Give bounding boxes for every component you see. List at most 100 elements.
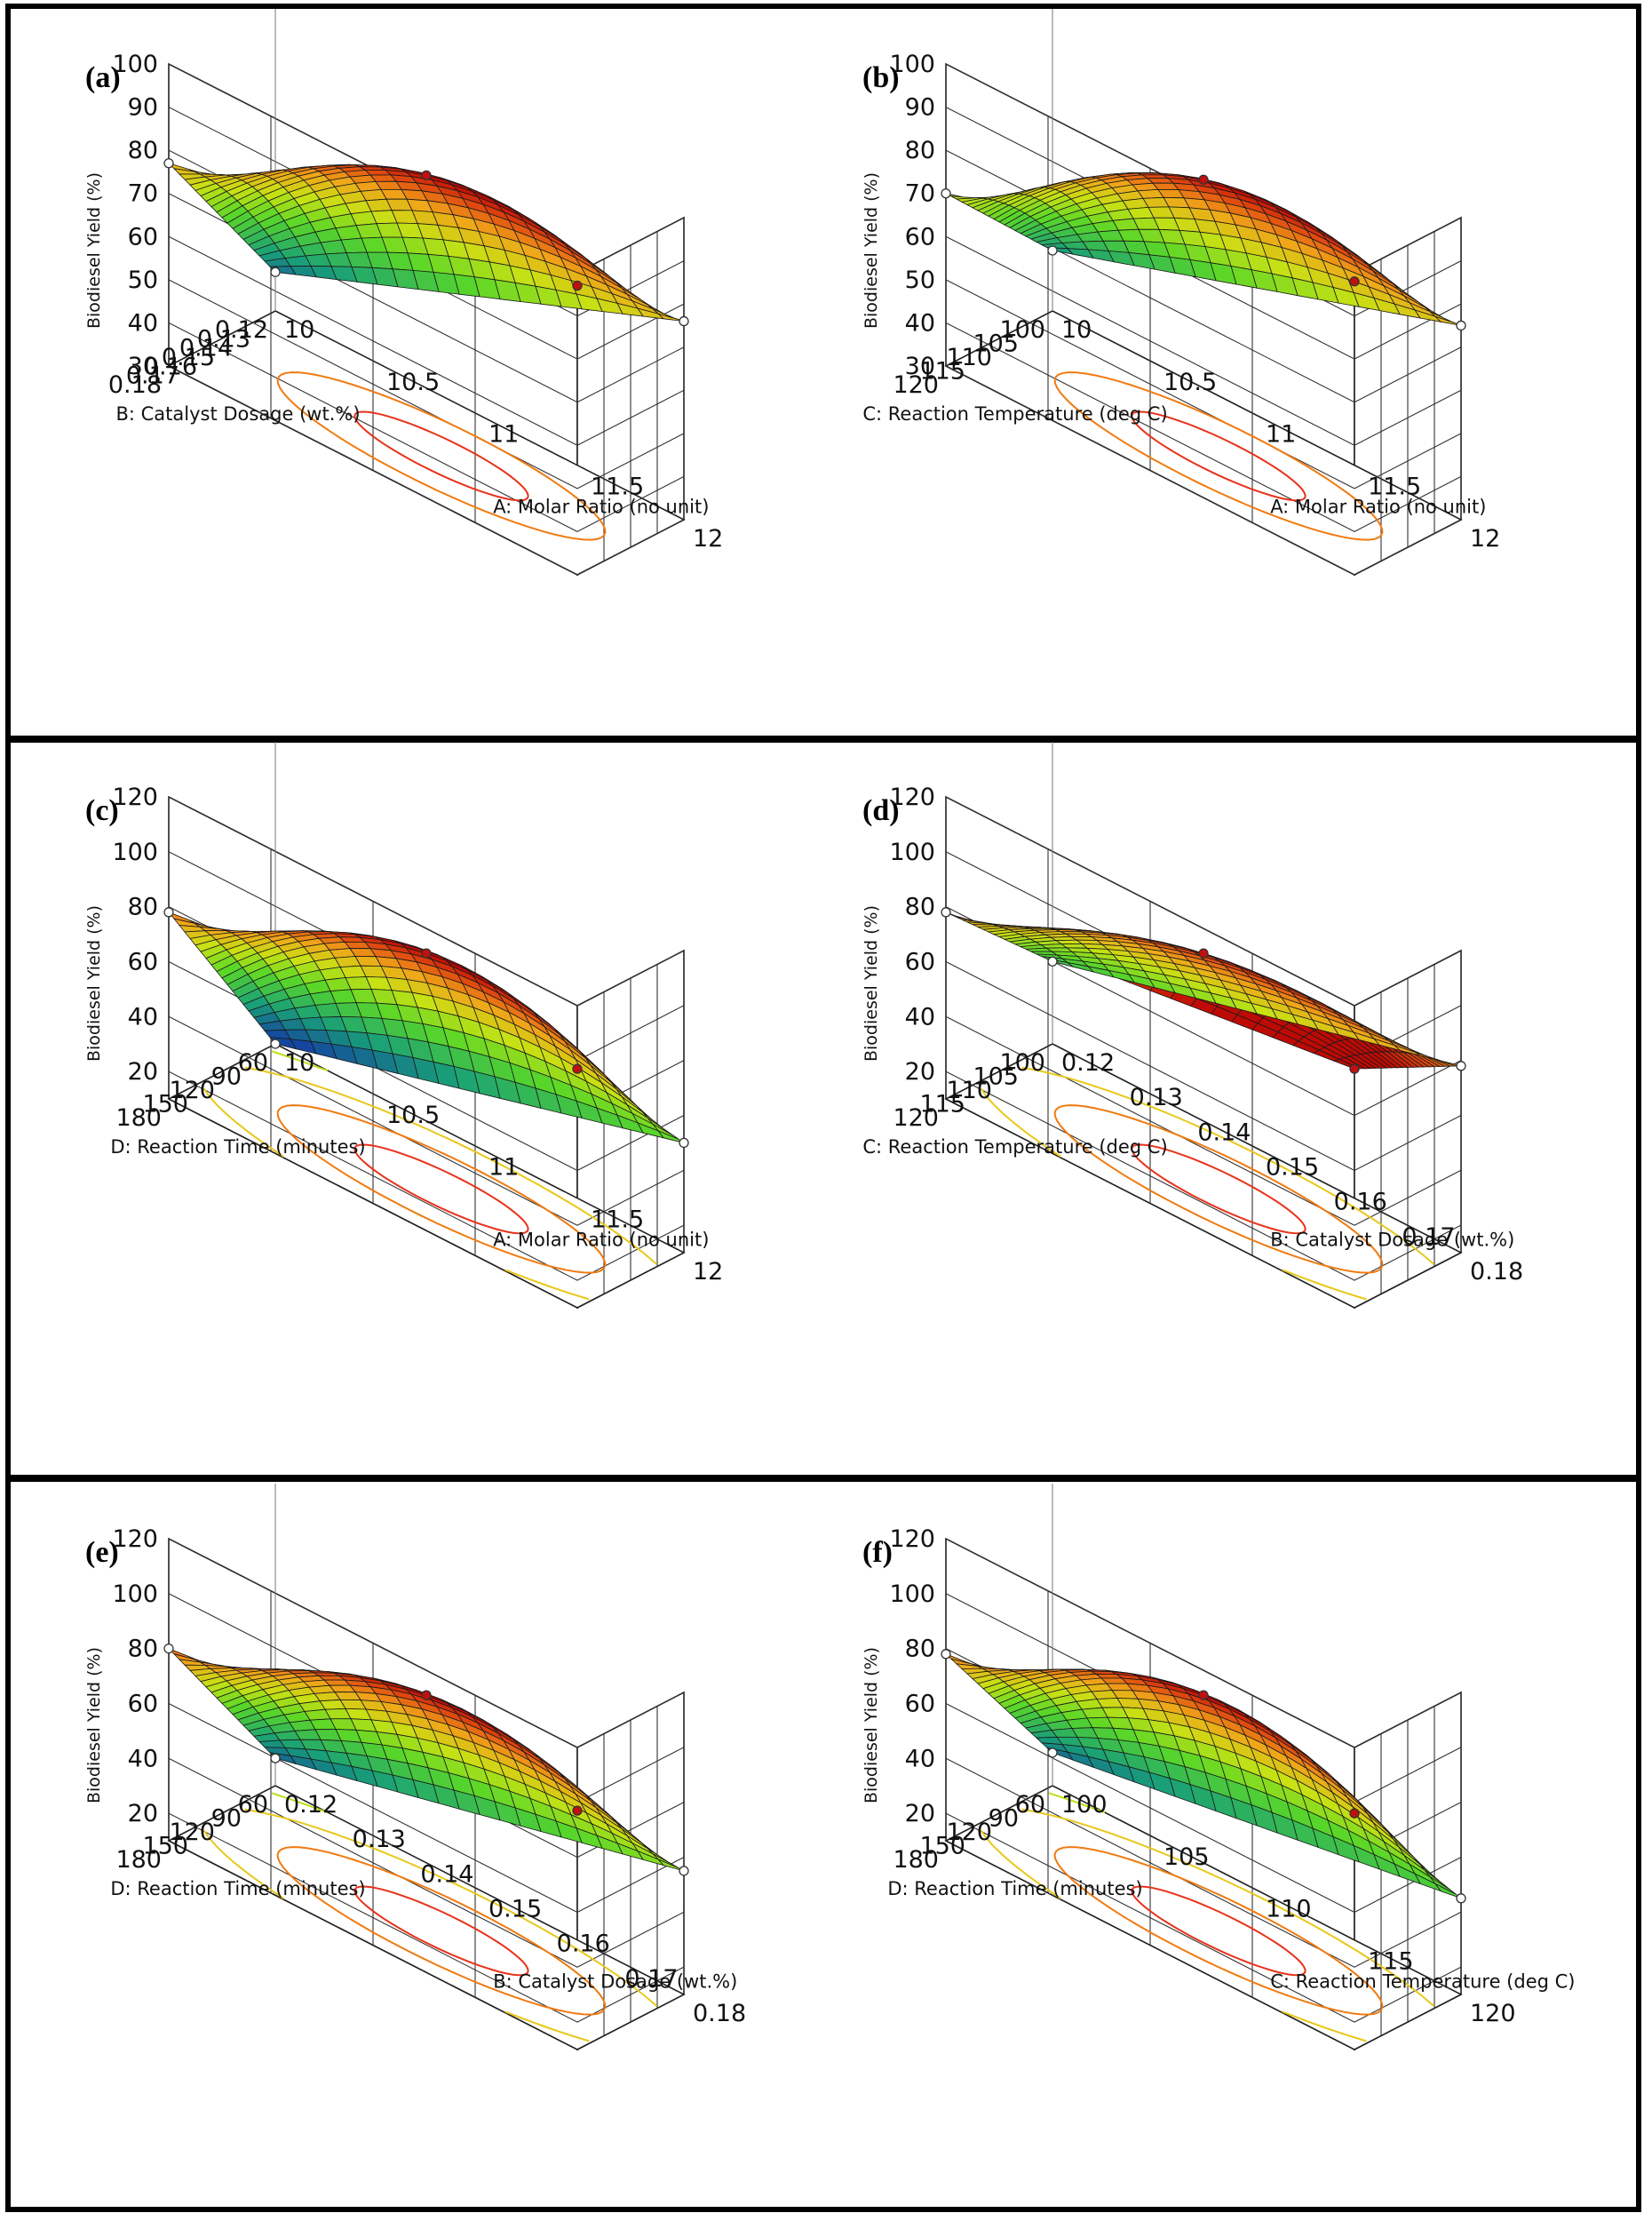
x-tick-label: 0.13 xyxy=(1130,1084,1183,1111)
floor-contour xyxy=(353,410,529,502)
design-point-marker xyxy=(163,907,174,918)
design-point-marker xyxy=(572,1063,583,1074)
floor-contour xyxy=(203,1087,284,1158)
x-tick-label: 10.5 xyxy=(386,369,440,396)
y-tick-label: 180 xyxy=(115,1846,162,1874)
z-axis-label: Biodiesel Yield (%) xyxy=(862,905,881,1062)
x-tick-label: 0.17 xyxy=(1402,1223,1455,1251)
floor-plane xyxy=(944,1785,1463,2050)
x-axis-label: A: Molar Ratio (no unit) xyxy=(493,497,709,518)
wall-gridline xyxy=(945,365,1462,576)
z-axis-label: Biodiesel Yield (%) xyxy=(862,1647,881,1803)
z-axis-label: Biodiesel Yield (%) xyxy=(84,172,104,329)
x-tick-label: 11 xyxy=(488,1154,519,1182)
x-tick-label: 10 xyxy=(1061,316,1092,344)
floor-contour xyxy=(1053,371,1384,541)
z-tick-label: 100 xyxy=(112,51,158,78)
surface-mesh xyxy=(945,911,1462,1070)
design-point-marker xyxy=(1349,1063,1360,1074)
wall-gridline xyxy=(168,796,685,1007)
floor-contour xyxy=(504,2010,590,2042)
center-point-marker xyxy=(421,948,432,959)
design-point-marker xyxy=(163,158,174,169)
x-tick-label: 115 xyxy=(1368,1947,1414,1975)
wall-gridline xyxy=(168,1015,685,1226)
design-point-marker xyxy=(163,1643,174,1654)
x-tick-label: 0.13 xyxy=(353,1826,406,1853)
x-tick-label: 0.17 xyxy=(624,1965,678,1993)
wall-gridline xyxy=(945,322,1462,533)
y-tick-label: 180 xyxy=(893,1846,939,1874)
floor-contour xyxy=(1282,1269,1367,1301)
x-tick-label: 0.14 xyxy=(1197,1118,1251,1146)
z-tick-label: 100 xyxy=(889,839,935,866)
x-tick-label: 10.5 xyxy=(386,1102,440,1129)
design-point-marker xyxy=(1047,1747,1058,1758)
wall-gridline xyxy=(945,279,1462,490)
z-tick-label: 80 xyxy=(905,894,935,921)
z-tick-label: 120 xyxy=(889,784,935,811)
wall-gridline xyxy=(945,796,1462,1007)
floor-plane xyxy=(167,1043,686,1309)
y-tick-label: 150 xyxy=(142,1833,188,1860)
z-tick-label: 20 xyxy=(128,1058,158,1086)
y-tick-label: 120 xyxy=(169,1077,215,1104)
x-tick-label: 11.5 xyxy=(591,1206,644,1233)
z-tick-label: 100 xyxy=(889,51,935,78)
x-tick-label: 0.14 xyxy=(420,1860,473,1888)
wall-gridline xyxy=(945,1757,1462,1968)
z-axis-label: Biodiesel Yield (%) xyxy=(84,905,104,1062)
design-point-marker xyxy=(270,267,281,277)
wall-gridline xyxy=(168,1757,685,1968)
design-point-marker xyxy=(572,1805,583,1816)
z-tick-label: 50 xyxy=(905,267,935,294)
z-tick-label: 80 xyxy=(128,1636,158,1663)
floor-plane xyxy=(167,1785,686,2050)
z-axis-label: Biodiesel Yield (%) xyxy=(862,172,881,329)
z-tick-label: 60 xyxy=(905,223,935,251)
floor-contour xyxy=(244,1066,658,1265)
surface-chart-a: (a) 30 40 50 60 70 80 90 100 Biodiesel Yield (%) 1… xyxy=(84,9,723,577)
x-axis-label: A: Molar Ratio (no unit) xyxy=(493,1230,709,1251)
x-tick-label: 10 xyxy=(284,1049,314,1077)
x-tick-label: 11.5 xyxy=(591,473,644,500)
y-tick-label: 0.16 xyxy=(144,353,197,380)
panel-label: (c) xyxy=(85,794,119,827)
surface-chart-c: (c) 20 40 60 80 100 120 Biodiesel Yield (%) 10 10… xyxy=(84,742,723,1310)
z-tick-label: 90 xyxy=(128,94,158,122)
x-tick-label: 10 xyxy=(284,316,314,344)
z-tick-label: 40 xyxy=(128,309,158,337)
z-tick-label: 40 xyxy=(905,309,935,337)
z-tick-label: 100 xyxy=(889,1580,935,1608)
design-point-marker xyxy=(941,907,951,918)
y-tick-label: 60 xyxy=(1015,1791,1045,1819)
y-tick-label: 120 xyxy=(946,1819,992,1846)
z-tick-label: 30 xyxy=(905,353,935,380)
floor-contour xyxy=(271,1050,329,1072)
z-tick-label: 40 xyxy=(128,1003,158,1031)
x-tick-label: 0.15 xyxy=(488,1896,542,1923)
z-tick-label: 20 xyxy=(905,1800,935,1827)
x-tick-label: 11 xyxy=(488,421,519,449)
floor-contour xyxy=(353,1143,529,1235)
floor-contour xyxy=(980,1829,1061,1899)
x-tick-label: 0.16 xyxy=(1334,1189,1387,1216)
y-axis-label: D: Reaction Time (minutes) xyxy=(887,1878,1142,1899)
y-axis-label: D: Reaction Time (minutes) xyxy=(110,1878,365,1899)
design-point-marker xyxy=(941,1649,951,1660)
floor-contour xyxy=(1131,410,1307,502)
floor-contour xyxy=(1021,1808,1435,2007)
floor-contour xyxy=(980,1087,1061,1158)
y-tick-label: 0.14 xyxy=(179,335,233,362)
y-tick-label: 60 xyxy=(238,1791,268,1819)
y-tick-label: 105 xyxy=(973,1063,1019,1091)
design-point-marker xyxy=(1456,1893,1466,1904)
surface-mesh xyxy=(168,1648,685,1872)
surface-chart-d: (d) 20 40 60 80 100 120 Biodiesel Yield (%) 0.12… xyxy=(862,742,1523,1310)
design-point-marker xyxy=(1456,1061,1466,1071)
y-tick-label: 180 xyxy=(115,1104,162,1132)
wall-gridline xyxy=(945,1015,1462,1226)
y-axis-label: D: Reaction Time (minutes) xyxy=(110,1136,365,1158)
floor-contour xyxy=(1131,1885,1307,1977)
